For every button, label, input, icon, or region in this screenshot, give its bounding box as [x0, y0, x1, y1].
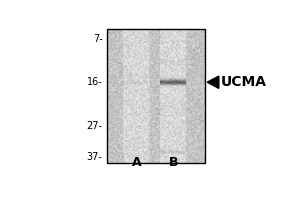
- Text: 27-: 27-: [87, 121, 103, 131]
- Text: UCMA: UCMA: [221, 75, 267, 89]
- Text: A: A: [132, 156, 141, 169]
- Text: 7-: 7-: [93, 34, 103, 44]
- Text: B: B: [169, 156, 178, 169]
- Text: 16-: 16-: [87, 77, 103, 87]
- Polygon shape: [207, 76, 219, 88]
- Text: 37-: 37-: [87, 152, 103, 162]
